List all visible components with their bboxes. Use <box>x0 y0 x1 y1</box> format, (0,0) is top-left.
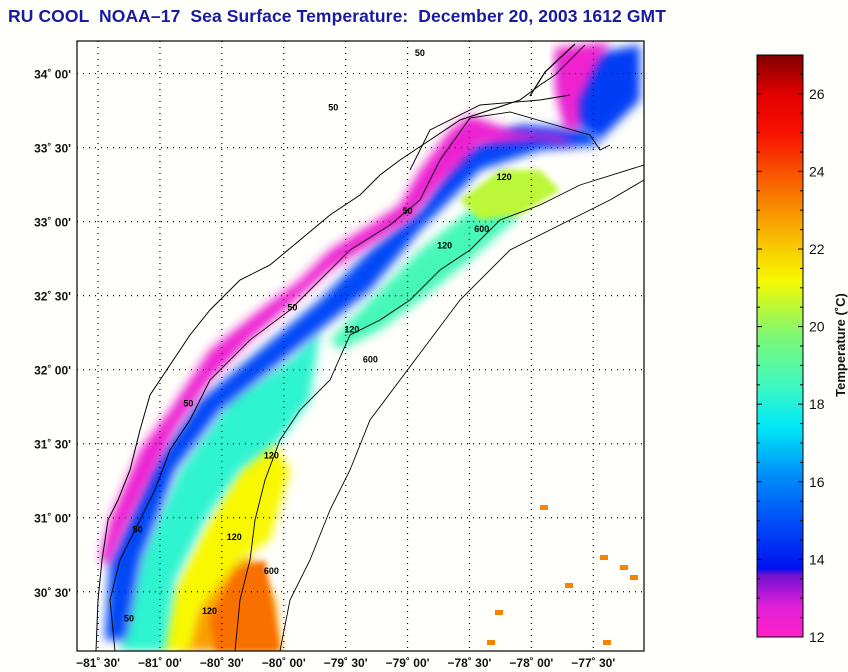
colorbar-tick-label: 14 <box>809 551 825 567</box>
isobath-50m-outer <box>409 94 571 171</box>
isobath-label: 50 <box>328 103 338 113</box>
sst-band <box>460 170 560 220</box>
lon-tick-label: −80˚ 30' <box>200 656 244 670</box>
lat-tick-label: 33˚ 30' <box>34 142 71 156</box>
lon-tick-label: −79˚ 00' <box>386 656 430 670</box>
coastline-outline <box>95 44 586 651</box>
lon-tick-label: −79˚ 30' <box>324 656 368 670</box>
plot-frame <box>76 40 645 652</box>
lon-tick-label: −80˚ 00' <box>262 656 306 670</box>
lon-tick-label: −81˚ 30' <box>76 656 120 670</box>
lat-tick-label: 30˚ 30' <box>34 586 71 600</box>
lat-tick-label: 34˚ 00' <box>34 68 71 82</box>
sst-patch <box>487 640 495 645</box>
latitude-axis: 34˚ 00' 33˚ 30' 33˚ 00' 32˚ 30' 32˚ 00' 31˚ 3… <box>34 68 71 600</box>
colorbar-ticks: 12 14 16 18 20 22 24 26 <box>757 54 825 645</box>
lat-tick-label: 31˚ 00' <box>34 512 71 526</box>
cape-outline <box>529 43 576 97</box>
isobath-label: 50 <box>124 613 134 623</box>
lon-tick-label: −77˚ 30' <box>571 656 615 670</box>
isobath-label: 600 <box>363 354 378 364</box>
isobath-labels: 50 50 50 50 50 50 50 120 120 120 120 120 120 600 600 60… <box>124 48 512 624</box>
map-title: RU COOL NOAA–17 Sea Surface Temperature:… <box>8 6 667 26</box>
sst-band <box>160 440 290 651</box>
lat-tick-label: 32˚ 30' <box>34 290 71 304</box>
colorbar-label: Temperature (˚C) <box>833 293 848 397</box>
lon-tick-label: −81˚ 00' <box>138 656 182 670</box>
sst-band <box>120 330 320 651</box>
sst-patch <box>620 565 628 570</box>
colorbar-tick-label: 24 <box>809 163 825 179</box>
sst-patch <box>603 640 611 645</box>
sst-patch <box>565 583 573 588</box>
lon-tick-label: −78˚ 00' <box>509 656 553 670</box>
isobath-label: 120 <box>344 325 359 335</box>
isobath-50m <box>109 111 611 651</box>
sst-band <box>210 560 280 651</box>
colorbar-tick-label: 16 <box>809 474 825 490</box>
isobath-600m <box>279 179 644 651</box>
colorbar-tick-label: 22 <box>809 241 825 257</box>
sst-field <box>100 42 640 651</box>
isobath-label: 120 <box>437 240 452 250</box>
isobath-label: 120 <box>497 172 512 182</box>
isobath-label: 50 <box>133 525 143 535</box>
lon-tick-label: −78˚ 30' <box>447 656 491 670</box>
sst-band <box>555 42 610 130</box>
sst-band <box>330 200 520 350</box>
colorbar-tick-label: 12 <box>809 629 825 645</box>
isobaths <box>109 94 644 651</box>
lat-tick-label: 32˚ 00' <box>34 364 71 378</box>
sst-patch <box>540 505 548 510</box>
sst-patch <box>495 610 503 615</box>
colorbar: 12 14 16 18 20 22 24 26 Temperature (˚C) <box>756 54 848 645</box>
isobath-label: 50 <box>183 399 193 409</box>
isobath-label: 120 <box>264 451 279 461</box>
isobath-label: 120 <box>227 532 242 542</box>
isobath-label: 600 <box>474 224 489 234</box>
colorbar-gradient <box>756 54 804 638</box>
isobath-label: 50 <box>415 48 425 58</box>
coastline <box>95 43 586 651</box>
lat-tick-label: 31˚ 30' <box>34 438 71 452</box>
lat-tick-label: 33˚ 00' <box>34 216 71 230</box>
isobath-label: 50 <box>287 302 297 312</box>
isobath-label: 600 <box>264 566 279 576</box>
isobath-120m <box>234 164 644 651</box>
sst-patch <box>630 575 638 580</box>
colorbar-tick-label: 20 <box>809 319 825 335</box>
colorbar-tick-label: 26 <box>809 86 825 102</box>
plot-area: 50 50 50 50 50 50 50 120 120 120 120 120 120 600 600 60… <box>76 40 645 652</box>
isobath-label: 50 <box>403 206 413 216</box>
isobath-label: 120 <box>202 606 217 616</box>
longitude-axis: −81˚ 30' −81˚ 00' −80˚ 30' −80˚ 00' −79˚ 30'… <box>76 656 615 670</box>
colorbar-tick-label: 18 <box>809 396 825 412</box>
sst-patch <box>600 555 608 560</box>
